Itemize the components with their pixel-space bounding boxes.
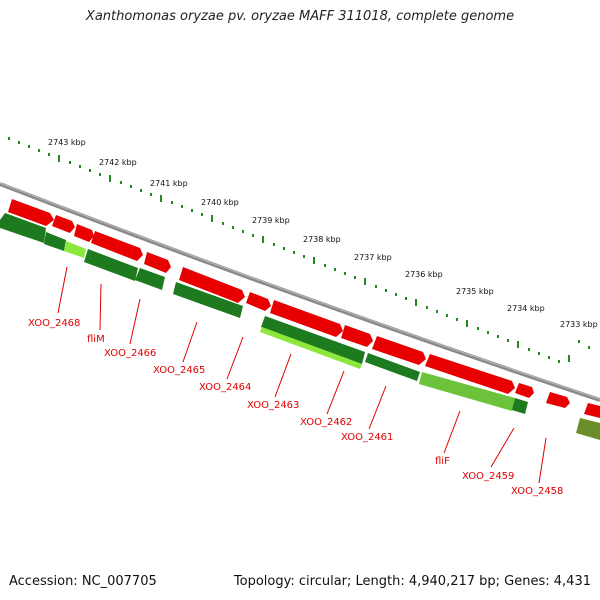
ruler-tick-label: 2736 kbp [405,270,443,279]
gene-arrow-forward[interactable] [341,325,373,347]
gene-arrow-reverse[interactable] [84,249,138,281]
gene-label[interactable]: XOO_2459 [462,471,514,482]
gene-label[interactable]: XOO_2468 [28,318,80,329]
gene-arrow-forward[interactable] [515,383,534,398]
gene-label[interactable]: XOO_2464 [199,382,251,393]
gene-arrow-reverse[interactable] [260,327,362,369]
ruler-tick-label: 2734 kbp [507,304,545,313]
ruler-tick-label: 2733 kbp [560,320,598,329]
gene-arrow-forward[interactable] [8,199,54,226]
gene-arrow-reverse[interactable] [0,213,46,243]
gene-arrow-reverse[interactable] [261,316,365,364]
ruler-major-ticks [58,155,570,362]
gene-arrow-reverse[interactable] [365,353,420,381]
map-title: Xanthomonas oryzae pv. oryzae MAFF 31101… [85,9,515,24]
ruler-tick-label: 2740 kbp [201,198,239,207]
gene-arrow-reverse[interactable] [173,282,243,318]
gene-label[interactable]: XOO_2462 [300,417,352,428]
reverse-strand-genes [0,213,600,440]
gene-arrow-forward[interactable] [246,292,271,311]
gene-arrow-forward[interactable] [179,267,245,303]
ruler-tick-label: 2738 kbp [303,235,341,244]
ruler-minor-ticks [8,137,590,363]
gene-arrow-reverse[interactable] [64,241,86,258]
gene-arrow-reverse[interactable] [576,418,600,440]
gene-arrow-reverse[interactable] [419,372,515,411]
gene-label[interactable]: fliM [87,334,105,345]
ruler-tick-label: 2742 kbp [99,158,137,167]
ruler-tick-label: 2739 kbp [252,216,290,225]
gene-label[interactable]: XOO_2463 [247,400,299,411]
gene-arrow-reverse[interactable] [135,268,165,290]
gene-arrow-reverse[interactable] [512,398,528,414]
gene-label[interactable]: XOO_2465 [153,365,205,376]
ruler-tick-label: 2737 kbp [354,253,392,262]
gene-arrow-forward[interactable] [425,354,515,394]
gene-arrow-forward[interactable] [270,300,343,337]
accession-text: Accession: NC_007705 [9,574,157,589]
genome-backbone-highlight [0,182,600,400]
gene-arrow-forward[interactable] [52,215,75,233]
gene-label[interactable]: XOO_2461 [341,432,393,443]
gene-label[interactable]: fliF [435,456,450,467]
gene-arrow-forward[interactable] [144,252,171,273]
topology-text: Topology: circular; Length: 4,940,217 bp… [233,574,591,589]
gene-arrow-reverse[interactable] [44,232,66,251]
ruler-tick-label: 2741 kbp [150,179,188,188]
gene-arrow-forward[interactable] [372,336,426,365]
gene-label[interactable]: XOO_2458 [511,486,563,497]
ruler-tick-labels: 2743 kbp 2742 kbp 2741 kbp 2740 kbp 2739… [48,138,598,329]
ruler-tick-label: 2743 kbp [48,138,86,147]
gene-label[interactable]: XOO_2466 [104,348,156,359]
gene-arrow-forward[interactable] [74,224,94,242]
gene-labels: XOO_2468 fliM XOO_2466 XOO_2465 XOO_2464… [28,318,563,497]
genome-backbone [0,182,600,402]
ruler-tick-label: 2735 kbp [456,287,494,296]
gene-arrow-forward[interactable] [91,231,143,261]
gene-arrow-forward[interactable] [546,392,570,408]
forward-strand-genes [8,199,600,418]
gene-arrow-forward[interactable] [584,403,600,418]
gene-label-leaders [57,266,547,484]
